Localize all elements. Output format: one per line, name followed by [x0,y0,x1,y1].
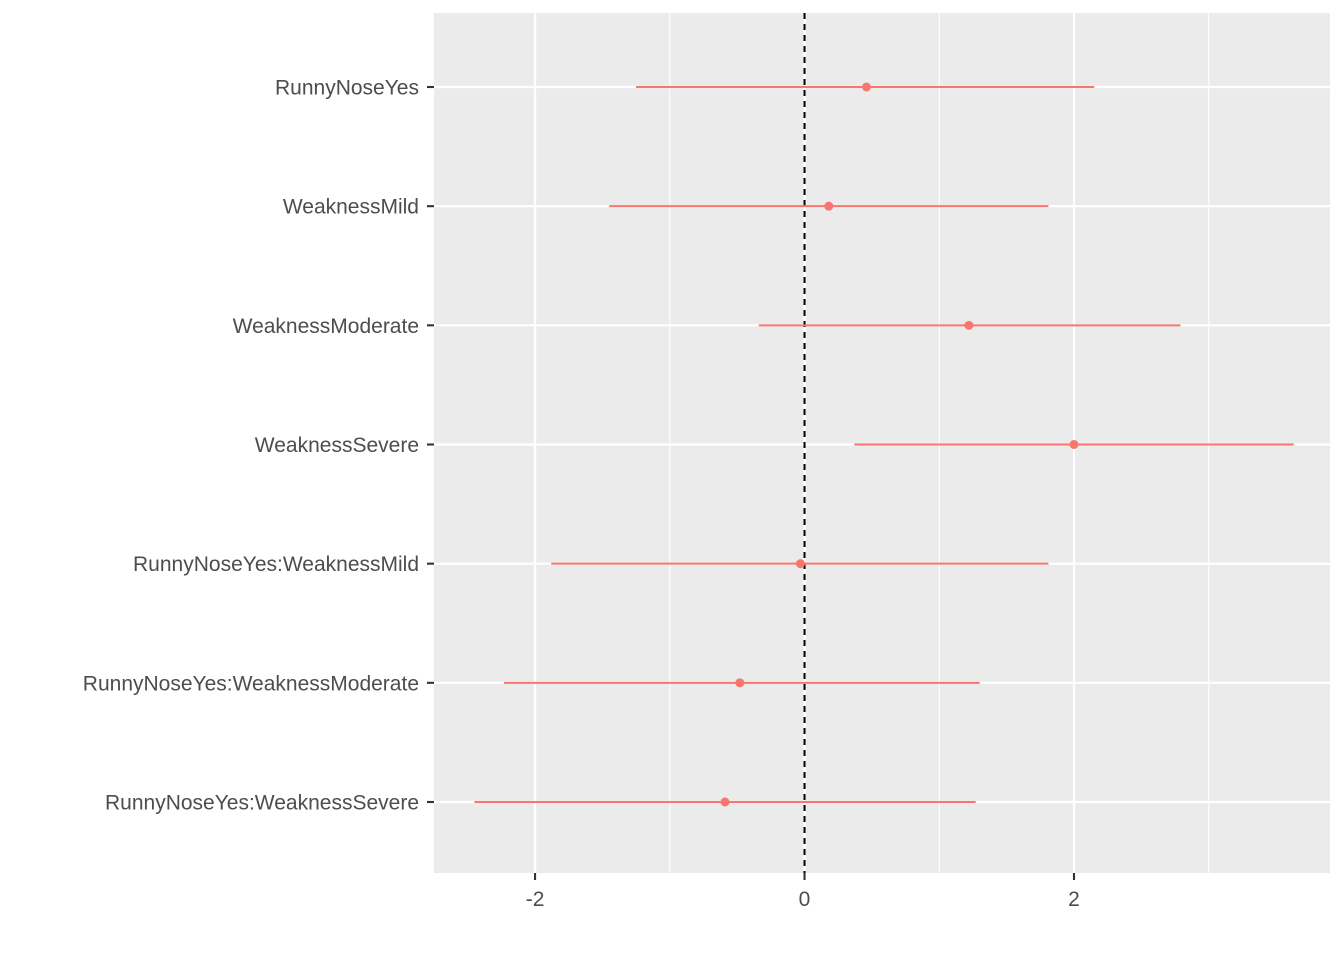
y-tick-label-3: WeaknessSevere [255,434,419,457]
x-tick-label-2: 2 [1068,888,1080,911]
y-tick-label-0: RunnyNoseYes [275,77,419,100]
estimate-point-4 [795,559,805,569]
y-tick-label-6: RunnyNoseYes:WeaknessSevere [105,792,419,815]
y-tick-label-2: WeaknessModerate [233,315,419,338]
y-tick-label-5: RunnyNoseYes:WeaknessModerate [83,672,419,695]
plot-panel [434,13,1330,873]
point-estimates [720,82,1079,807]
x-tick-label-1: 0 [799,888,811,911]
x-axis-ticks [534,873,1076,880]
y-tick-label-1: WeaknessMild [283,196,419,219]
y-axis-labels: RunnyNoseYes WeaknessMild WeaknessModerate… [83,77,419,815]
estimate-point-2 [964,320,974,330]
x-axis-labels: -2 0 2 [526,888,1080,911]
estimate-point-0 [862,82,872,92]
y-tick-label-4: RunnyNoseYes:WeaknessMild [133,553,419,576]
estimate-point-6 [720,797,730,807]
estimate-point-1 [824,201,834,211]
estimate-point-5 [735,678,745,688]
minor-gridlines [669,13,1210,873]
estimate-point-3 [1069,440,1079,449]
x-tick-label-0: -2 [526,888,545,911]
y-axis-ticks [427,85,434,804]
